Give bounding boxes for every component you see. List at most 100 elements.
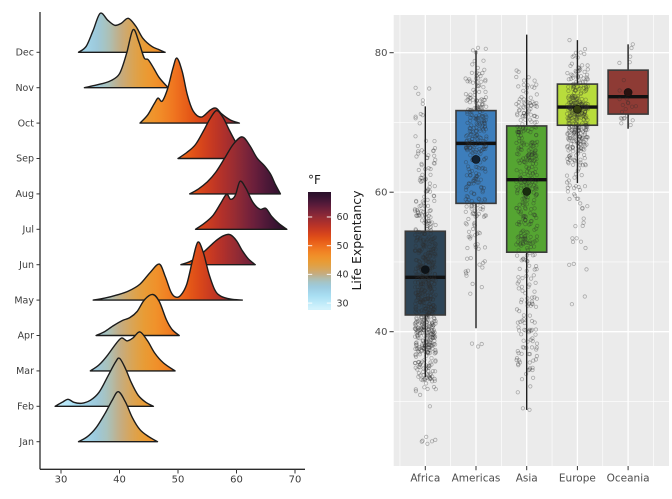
data-point (580, 80, 586, 85)
data-point (534, 296, 540, 301)
data-point (423, 215, 428, 220)
data-point (516, 103, 521, 108)
data-point (427, 181, 432, 186)
data-point (475, 174, 480, 179)
data-point (472, 106, 477, 111)
data-point (422, 243, 427, 248)
data-point (419, 300, 424, 305)
data-point (519, 140, 525, 145)
data-point (474, 132, 480, 137)
data-point (522, 101, 528, 106)
data-point (413, 258, 419, 263)
data-point (573, 153, 579, 158)
data-point (423, 306, 429, 311)
data-point (525, 100, 531, 105)
data-point (433, 251, 438, 256)
data-point (426, 312, 431, 318)
data-point (431, 329, 436, 334)
data-point (515, 240, 521, 245)
data-point (430, 265, 435, 271)
data-point (532, 289, 537, 294)
data-point (528, 219, 534, 224)
data-point (433, 222, 438, 228)
data-point (523, 126, 528, 131)
data-point (419, 377, 424, 382)
data-point (425, 221, 430, 226)
data-point (518, 133, 523, 138)
data-point (585, 204, 590, 209)
data-point (520, 114, 525, 119)
data-point (514, 74, 519, 80)
data-point (585, 127, 590, 132)
data-point (572, 127, 578, 132)
data-point (482, 197, 487, 202)
data-point (469, 70, 474, 76)
data-point (413, 269, 418, 274)
month-label: Oct (18, 118, 35, 129)
data-point (516, 325, 521, 330)
data-point (423, 363, 428, 368)
data-point (520, 257, 526, 262)
data-point (530, 375, 536, 380)
data-point (569, 61, 575, 66)
data-point (572, 135, 577, 140)
data-point (527, 366, 533, 371)
data-point (524, 240, 529, 245)
data-point (521, 228, 526, 233)
data-point (421, 346, 427, 351)
data-point (581, 104, 586, 109)
data-point (413, 248, 418, 253)
data-point (472, 176, 478, 181)
data-point (432, 264, 437, 269)
data-point (520, 229, 525, 234)
data-point (469, 204, 474, 209)
data-point (469, 341, 475, 346)
data-point (581, 152, 587, 157)
data-point (621, 116, 626, 121)
data-point (623, 107, 628, 112)
data-point (429, 328, 434, 333)
data-point (419, 308, 424, 313)
data-point (521, 126, 526, 131)
data-point (585, 122, 590, 127)
data-point (525, 83, 530, 88)
data-point (566, 161, 571, 166)
data-point (530, 84, 535, 89)
data-point (565, 143, 571, 149)
data-point (432, 378, 437, 383)
data-point (413, 290, 418, 295)
data-point (475, 202, 480, 208)
data-point (431, 302, 436, 308)
data-point (532, 267, 537, 272)
data-point (568, 106, 573, 111)
data-point (425, 386, 430, 392)
data-point (575, 75, 580, 80)
data-point (574, 116, 579, 121)
data-point (584, 135, 590, 140)
data-point (573, 68, 578, 74)
data-point (417, 362, 423, 367)
data-point (517, 97, 522, 102)
data-point (575, 55, 580, 60)
data-point (423, 296, 428, 302)
data-point (428, 331, 434, 336)
data-point (574, 236, 579, 241)
legend-title: °F (308, 173, 321, 187)
data-point (535, 223, 540, 228)
data-point (578, 86, 583, 91)
data-point (575, 125, 580, 130)
data-point (470, 143, 475, 148)
data-point (516, 130, 521, 135)
data-point (517, 202, 522, 207)
data-point (577, 68, 582, 73)
ridge-aug (189, 136, 282, 195)
data-point (526, 155, 531, 160)
data-point (521, 214, 526, 219)
data-point (420, 281, 425, 287)
data-point (482, 245, 488, 250)
data-point (415, 334, 420, 339)
data-point (412, 285, 418, 290)
data-point (473, 214, 478, 219)
data-point (514, 68, 519, 73)
data-point (432, 282, 437, 287)
